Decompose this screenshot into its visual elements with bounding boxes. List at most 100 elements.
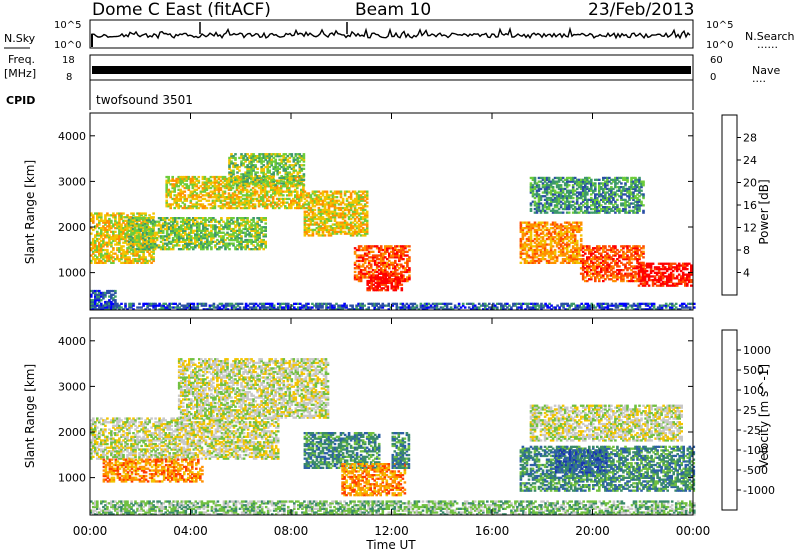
data-cell xyxy=(118,236,121,239)
data-cell xyxy=(206,229,209,232)
data-cell xyxy=(167,175,170,179)
data-cell xyxy=(173,224,177,227)
data-cell xyxy=(198,229,201,232)
data-cell xyxy=(155,220,159,223)
data-cell xyxy=(143,233,147,236)
data-cell xyxy=(194,218,197,222)
data-cell xyxy=(96,256,99,259)
data-cell xyxy=(98,293,101,296)
data-cell xyxy=(365,190,369,193)
data-cell xyxy=(141,248,145,251)
data-cell xyxy=(152,258,155,261)
data-cell xyxy=(302,178,306,181)
data-cell xyxy=(92,302,95,305)
data-cell xyxy=(161,218,165,222)
data-cell xyxy=(177,227,181,231)
data-cell xyxy=(186,227,189,231)
data-cell xyxy=(106,241,109,244)
data-cell xyxy=(122,241,125,244)
data-cell xyxy=(100,236,103,239)
data-cell xyxy=(112,247,115,250)
data-cell xyxy=(206,237,209,240)
data-cell xyxy=(206,248,209,251)
data-cell xyxy=(96,248,99,252)
data-cell xyxy=(104,228,107,232)
data-cell xyxy=(100,256,103,259)
data-cell xyxy=(102,248,105,252)
data-cell xyxy=(120,234,123,237)
data-cell xyxy=(163,220,167,223)
data-cell xyxy=(192,229,195,232)
data-cell xyxy=(175,229,179,232)
data-cell xyxy=(252,217,255,220)
data-cell xyxy=(110,304,113,307)
data-cell xyxy=(147,226,151,229)
data-cell xyxy=(134,259,137,263)
data-cell xyxy=(128,256,131,259)
data-cell xyxy=(142,259,145,263)
data-cell xyxy=(149,235,153,238)
data-cell xyxy=(163,248,167,251)
data-cell xyxy=(204,231,207,234)
data-cell xyxy=(114,291,117,295)
data-cell xyxy=(126,227,129,230)
data-cell xyxy=(100,228,103,232)
data-cell xyxy=(138,254,141,257)
data-cell xyxy=(184,226,187,229)
data-cell xyxy=(296,190,299,193)
data-cell xyxy=(120,212,123,215)
data-cell xyxy=(202,242,205,245)
data-cell xyxy=(155,224,159,227)
data-cell xyxy=(153,220,157,223)
station-title: Dome C East (fitACF) xyxy=(92,0,271,20)
data-cell xyxy=(128,261,131,264)
data-cell xyxy=(104,221,107,224)
data-cell xyxy=(98,216,101,219)
data-cell xyxy=(204,229,207,232)
data-cell xyxy=(90,259,93,263)
data-cell xyxy=(98,243,101,246)
data-cell xyxy=(108,243,111,246)
data-cell xyxy=(129,235,133,238)
data-cell xyxy=(98,214,101,217)
data-cell xyxy=(98,227,101,230)
data-cell xyxy=(173,231,177,234)
data-cell xyxy=(126,232,129,235)
data-cell xyxy=(642,250,645,253)
data-cell xyxy=(134,252,137,255)
data-cell xyxy=(112,289,115,293)
data-cell xyxy=(155,231,159,234)
data-cell xyxy=(96,217,99,221)
data-cell xyxy=(116,247,119,250)
data-cell xyxy=(96,214,99,217)
data-cell xyxy=(165,224,169,227)
data-cell xyxy=(545,211,549,214)
data-cell xyxy=(202,244,205,247)
data-cell xyxy=(118,221,121,224)
data-cell xyxy=(98,247,101,250)
data-cell xyxy=(116,243,119,246)
data-cell xyxy=(106,248,109,252)
data-cell xyxy=(118,214,121,217)
data-cell xyxy=(161,238,165,242)
data-cell xyxy=(206,238,209,242)
nave-label: Nave xyxy=(752,64,780,77)
data-cell xyxy=(179,237,183,240)
noise-tick-top: 10^5 xyxy=(54,20,81,31)
data-cell xyxy=(90,304,93,307)
data-cell xyxy=(551,245,555,248)
data-cell xyxy=(165,244,169,247)
data-cell xyxy=(371,250,375,253)
data-cell xyxy=(264,222,267,225)
data-cell xyxy=(110,250,113,253)
data-cell xyxy=(110,293,113,296)
data-cell xyxy=(122,261,125,264)
data-cell xyxy=(114,223,117,226)
data-cell xyxy=(106,258,109,261)
data-cell xyxy=(204,217,207,220)
data-cell xyxy=(151,244,155,247)
data-cell xyxy=(100,217,103,221)
data-cell xyxy=(604,245,607,248)
data-cell xyxy=(651,262,655,265)
data-cell xyxy=(198,226,201,229)
